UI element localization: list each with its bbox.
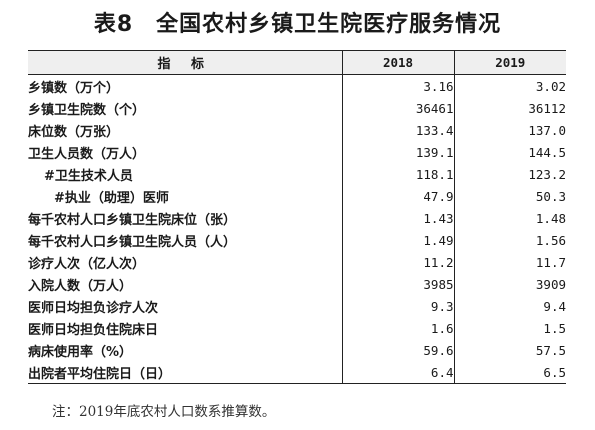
row-label: 乡镇数（万个） xyxy=(28,80,120,96)
row-label: #卫生技术人员 xyxy=(44,168,133,184)
value-2018: 118.1 xyxy=(341,163,454,185)
value-2019: 3.02 xyxy=(453,74,566,97)
value-2018: 3.16 xyxy=(341,74,454,97)
table-row: 乡镇数（万个） 3.16 3.02 xyxy=(28,74,566,97)
value-2019: 6.5 xyxy=(453,361,566,384)
table-row: 出院者平均住院日（日） 6.4 6.5 xyxy=(28,361,566,384)
row-label: 卫生人员数（万人） xyxy=(28,146,146,162)
value-2019: 57.5 xyxy=(453,339,566,361)
value-2019: 144.5 xyxy=(453,141,566,163)
value-2019: 137.0 xyxy=(453,119,566,141)
value-2018: 139.1 xyxy=(341,141,454,163)
row-label: 入院人数（万人） xyxy=(28,278,133,294)
value-2018: 9.3 xyxy=(341,295,454,317)
value-2019: 1.56 xyxy=(453,229,566,251)
row-label: 医师日均担负诊疗人次 xyxy=(28,300,159,316)
row-label: 诊疗人次（亿人次） xyxy=(28,256,146,272)
value-2019: 3909 xyxy=(453,273,566,295)
header-year-2019: 2019 xyxy=(453,50,566,75)
value-2018: 11.2 xyxy=(341,251,454,273)
value-2018: 47.9 xyxy=(341,185,454,207)
value-2019: 9.4 xyxy=(453,295,566,317)
value-2018: 1.49 xyxy=(341,229,454,251)
table-row: 入院人数（万人） 3985 3909 xyxy=(28,273,566,295)
value-2019: 11.7 xyxy=(453,251,566,273)
value-2018: 1.43 xyxy=(341,207,454,229)
value-2018: 59.6 xyxy=(341,339,454,361)
row-label: 床位数（万张） xyxy=(28,124,120,140)
table-header-row: 指 标 2018 2019 xyxy=(28,50,566,75)
health-services-table: 指 标 2018 2019 乡镇数（万个） 3.16 3.02 乡镇卫生院数（个） 36… xyxy=(28,50,566,384)
value-2019: 50.3 xyxy=(453,185,566,207)
table-row: #执业（助理）医师 47.9 50.3 xyxy=(28,185,566,207)
header-indicator: 指 标 xyxy=(28,50,342,75)
table-row: 医师日均担负住院床日 1.6 1.5 xyxy=(28,317,566,339)
table-row: 卫生人员数（万人） 139.1 144.5 xyxy=(28,141,566,163)
table-row: 病床使用率（%） 59.6 57.5 xyxy=(28,339,566,361)
row-label: #执业（助理）医师 xyxy=(54,190,169,206)
value-2019: 1.5 xyxy=(453,317,566,339)
row-label: 每千农村人口乡镇卫生院床位（张） xyxy=(28,212,237,228)
value-2018: 1.6 xyxy=(341,317,454,339)
table-row: 医师日均担负诊疗人次 9.3 9.4 xyxy=(28,295,566,317)
table-row: #卫生技术人员 118.1 123.2 xyxy=(28,163,566,185)
table-title: 表8 全国农村乡镇卫生院医疗服务情况 xyxy=(93,12,502,37)
row-label: 出院者平均住院日（日） xyxy=(28,361,342,384)
table-row: 每千农村人口乡镇卫生院人员（人） 1.49 1.56 xyxy=(28,229,566,251)
value-2018: 36461 xyxy=(341,97,454,119)
header-year-2018: 2018 xyxy=(341,50,454,75)
table-row: 诊疗人次（亿人次） 11.2 11.7 xyxy=(28,251,566,273)
value-2019: 1.48 xyxy=(453,207,566,229)
value-2018: 3985 xyxy=(341,273,454,295)
table-row: 床位数（万张） 133.4 137.0 xyxy=(28,119,566,141)
table-row: 乡镇卫生院数（个） 36461 36112 xyxy=(28,97,566,119)
value-2018: 6.4 xyxy=(341,361,454,384)
value-2018: 133.4 xyxy=(341,119,454,141)
row-label: 病床使用率（%） xyxy=(28,344,133,360)
row-label: 医师日均担负住院床日 xyxy=(28,322,159,338)
row-label: 乡镇卫生院数（个） xyxy=(28,102,146,118)
table-row: 每千农村人口乡镇卫生院床位（张） 1.43 1.48 xyxy=(28,207,566,229)
value-2019: 36112 xyxy=(453,97,566,119)
value-2019: 123.2 xyxy=(453,163,566,185)
footnote: 注：2019年底农村人口数系推算数。 xyxy=(52,404,276,420)
row-label: 每千农村人口乡镇卫生院人员（人） xyxy=(28,234,237,250)
